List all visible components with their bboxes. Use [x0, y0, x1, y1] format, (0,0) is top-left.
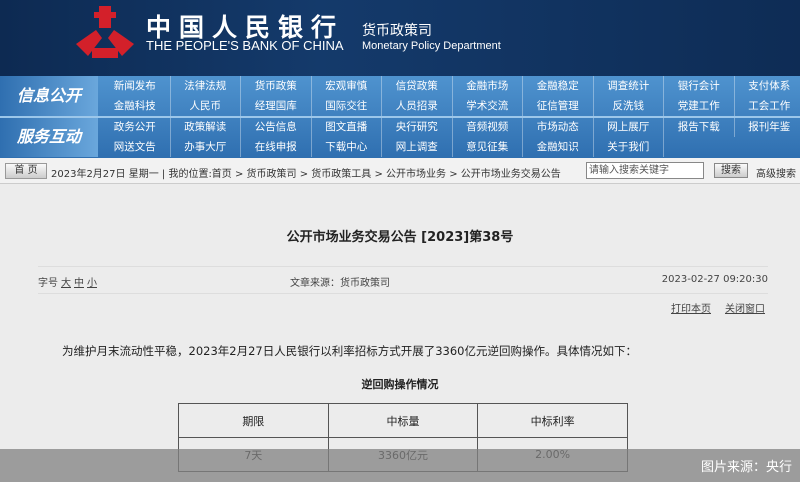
font-size-label: 字号 [38, 278, 58, 289]
nav-item[interactable]: 报刊年鉴 [735, 117, 800, 137]
nav-item[interactable]: 意见征集 [453, 137, 523, 157]
logo-cn: 中国人民银行 [146, 13, 345, 42]
nav-section: 服务互动 政务公开 政策解读 公告信息 图文直播 央行研究 音频视频 市场动态 网上展厅 报告下载… [0, 117, 800, 157]
nav-section-label[interactable]: 服务互动 [0, 117, 98, 157]
logo-en: THE PEOPLE'S BANK OF CHINA [146, 38, 344, 53]
nav-item[interactable]: 支付体系 [735, 76, 800, 96]
breadcrumb: 2023年2月27日 星期一 | 我的位置:首页 > 货币政策司 > 货币政策工… [51, 169, 561, 180]
nav-item[interactable]: 政务公开 [100, 117, 171, 137]
search-button[interactable]: 搜索 [714, 163, 748, 178]
nav-item[interactable]: 金融科技 [100, 96, 171, 116]
nav-row: 金融科技 人民币 经理国库 国际交往 人员招录 学术交流 征信管理 反洗钱 党建工作 工会工作 [100, 96, 800, 116]
nav-section: 信息公开 新闻发布 法律法规 货币政策 宏观审慎 信贷政策 金融市场 金融稳定 调查统计 银行会计… [0, 76, 800, 116]
home-button[interactable]: 首 页 [5, 163, 47, 179]
nav-item[interactable]: 人民币 [171, 96, 241, 116]
header-amount: 中标量 [327, 403, 479, 438]
nav-item[interactable]: 在线申报 [241, 137, 312, 157]
table-title: 逆回购操作情况 [361, 378, 439, 391]
nav-item[interactable]: 征信管理 [523, 96, 594, 116]
nav-item[interactable]: 网上展厅 [594, 117, 664, 137]
pboc-logo-icon [76, 6, 134, 58]
nav-item[interactable]: 公告信息 [241, 117, 312, 137]
nav-item[interactable]: 图文直播 [312, 117, 382, 137]
print-link[interactable]: 打印本页 [671, 304, 711, 315]
nav-item[interactable]: 网上调查 [382, 137, 453, 157]
nav-item[interactable]: 政策解读 [171, 117, 241, 137]
breadcrumb-bar: 首 页 2023年2月27日 星期一 | 我的位置:首页 > 货币政策司 > 货… [0, 158, 800, 184]
nav-item[interactable]: 金融知识 [523, 137, 594, 157]
nav-item[interactable]: 反洗钱 [594, 96, 664, 116]
image-credit-overlay: 图片来源：央行 [0, 449, 800, 482]
font-medium[interactable]: 中 [74, 278, 84, 289]
nav-item[interactable]: 下载中心 [312, 137, 382, 157]
table-header-row: 期限 中标量 中标利率 [178, 403, 628, 438]
nav-item[interactable]: 宏观审慎 [312, 76, 382, 96]
nav-item[interactable]: 国际交往 [312, 96, 382, 116]
nav-item[interactable]: 报告下载 [664, 117, 735, 137]
font-large[interactable]: 大 [61, 278, 71, 289]
nav-item[interactable]: 关于我们 [594, 137, 664, 157]
nav-item[interactable]: 办事大厅 [171, 137, 241, 157]
nav-row: 网送文告 办事大厅 在线申报 下载中心 网上调查 意见征集 金融知识 关于我们 [100, 137, 664, 157]
nav-divider [0, 116, 800, 118]
close-window-link[interactable]: 关闭窗口 [725, 304, 765, 315]
article-datetime: 2023-02-27 09:20:30 [661, 274, 768, 285]
nav-item[interactable]: 货币政策 [241, 76, 312, 96]
nav-item[interactable]: 学术交流 [453, 96, 523, 116]
nav-item[interactable]: 金融稳定 [523, 76, 594, 96]
nav-item[interactable]: 工会工作 [735, 96, 800, 116]
nav-item[interactable]: 新闻发布 [100, 76, 171, 96]
nav-row: 新闻发布 法律法规 货币政策 宏观审慎 信贷政策 金融市场 金融稳定 调查统计 银行会计 支付体系 [100, 76, 800, 96]
nav-item[interactable]: 调查统计 [594, 76, 664, 96]
nav-item[interactable]: 央行研究 [382, 117, 453, 137]
nav-item[interactable]: 金融市场 [453, 76, 523, 96]
nav-row: 政务公开 政策解读 公告信息 图文直播 央行研究 音频视频 市场动态 网上展厅 报告下载 报刊年鉴 [100, 117, 800, 137]
font-small[interactable]: 小 [87, 278, 97, 289]
article-source: 文章来源：货币政策司 [290, 278, 390, 289]
nav-item[interactable]: 信贷政策 [382, 76, 453, 96]
header-banner: 中国人民银行 THE PEOPLE'S BANK OF CHINA 货币政策司 … [0, 0, 800, 76]
nav-item[interactable]: 网送文告 [100, 137, 171, 157]
dept-cn: 货币政策司 [362, 23, 432, 39]
font-size-control: 字号大中小 [38, 274, 97, 289]
page-title: 公开市场业务交易公告 [2023]第38号 [286, 230, 514, 245]
nav-item[interactable]: 银行会计 [664, 76, 735, 96]
article-body: 为维护月末流动性平稳，2023年2月27日人民银行以利率招标方式开展了3360亿… [62, 344, 637, 358]
search-input[interactable]: 请输入搜索关键字 [586, 162, 704, 179]
header-term: 期限 [178, 403, 329, 438]
header-rate: 中标利率 [477, 403, 628, 438]
image-credit: 图片来源：央行 [700, 460, 792, 475]
nav-item[interactable]: 经理国库 [241, 96, 312, 116]
advanced-search-link[interactable]: 高级搜索 [756, 169, 796, 180]
nav-item[interactable]: 市场动态 [523, 117, 594, 137]
nav-item[interactable]: 人员招录 [382, 96, 453, 116]
nav-item[interactable]: 党建工作 [664, 96, 735, 116]
nav-section-label[interactable]: 信息公开 [0, 76, 98, 116]
dept-en: Monetary Policy Department [362, 40, 501, 52]
nav-item[interactable]: 音频视频 [453, 117, 523, 137]
main-nav: 信息公开 新闻发布 法律法规 货币政策 宏观审慎 信贷政策 金融市场 金融稳定 调查统计 银行会计… [0, 76, 800, 158]
article-meta: 字号大中小 文章来源：货币政策司 2023-02-27 09:20:30 [38, 266, 768, 294]
nav-item[interactable]: 法律法规 [171, 76, 241, 96]
